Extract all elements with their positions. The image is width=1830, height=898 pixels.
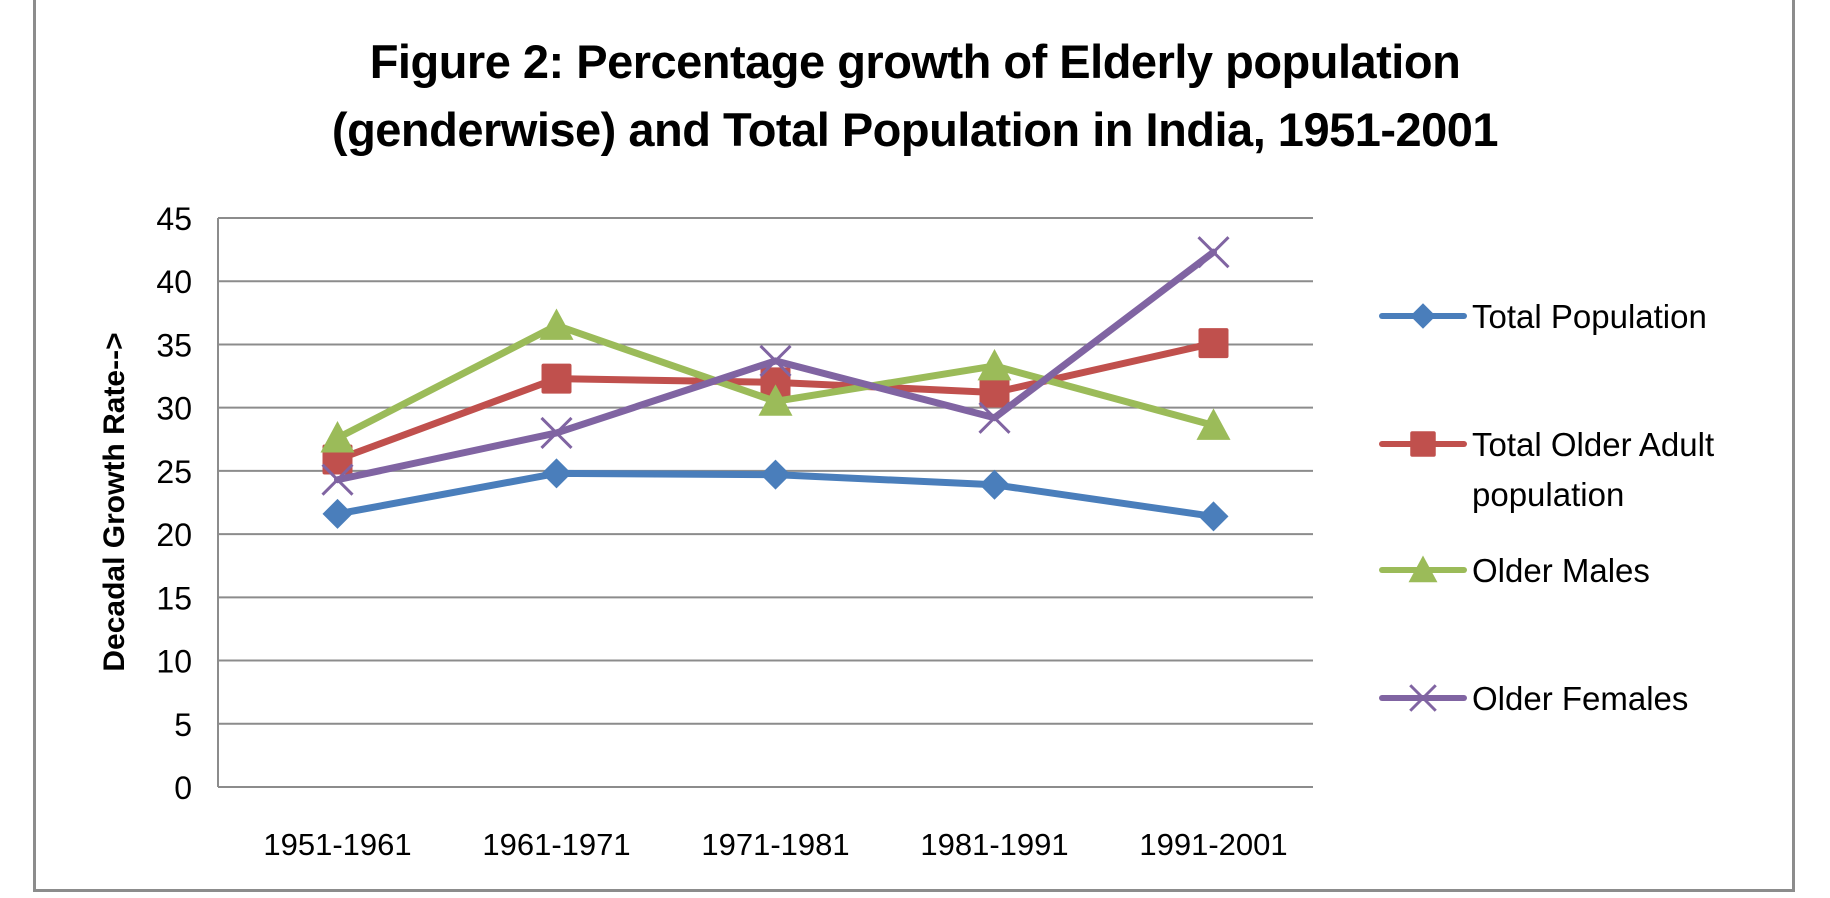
x-marker-stroke: [321, 463, 354, 496]
triangle-marker: [977, 348, 1012, 381]
y-tick-label: 25: [156, 454, 192, 490]
y-tick-label: 5: [174, 707, 192, 743]
legend-item: Total Older Adult population: [1378, 420, 1792, 520]
x-marker: [978, 401, 1011, 434]
x-marker: [1197, 236, 1230, 269]
x-marker-stroke: [1197, 236, 1230, 269]
series-total-population: [322, 458, 1229, 532]
diamond-marker: [541, 458, 572, 489]
x-marker-stroke: [540, 416, 573, 450]
legend-label: Total Population: [1472, 298, 1707, 335]
legend-label: Older Males: [1472, 552, 1650, 589]
series-older-males: [320, 308, 1231, 453]
y-tick-label: 40: [156, 264, 192, 300]
triangle-marker: [758, 384, 793, 416]
x-tick-label: 1951-1961: [263, 827, 411, 862]
diamond-marker: [322, 498, 353, 529]
x-marker: [321, 463, 354, 496]
diamond-marker: [1410, 303, 1436, 329]
legend-item: Older Males: [1378, 546, 1792, 596]
x-tick-label: 1981-1991: [920, 827, 1068, 862]
square-marker: [979, 377, 1010, 408]
x-marker: [1409, 684, 1437, 712]
x-marker-stroke: [1409, 684, 1437, 712]
legend-item: Older Females: [1378, 674, 1792, 724]
triangle-marker: [1196, 408, 1231, 440]
x-legend-icon: [1379, 684, 1467, 712]
x-marker-stroke: [759, 344, 792, 377]
square-marker: [541, 363, 572, 394]
y-axis-ticks: 0 5 10 15 20 25 30 35 40 45: [156, 201, 192, 806]
x-marker: [540, 416, 573, 450]
diamond-marker: [1198, 501, 1229, 532]
chart-title-line-2: (genderwise) and Total Population in Ind…: [331, 103, 1499, 156]
y-tick-label: 45: [156, 201, 192, 237]
legend-item: Total Population: [1378, 292, 1792, 342]
legend-label: Total Older Adult population: [1472, 426, 1715, 513]
x-tick-label: 1961-1971: [482, 827, 630, 862]
series-older-females: [321, 236, 1230, 496]
y-tick-label: 35: [156, 327, 192, 363]
square-marker: [1410, 431, 1436, 457]
triangle-marker: [320, 421, 355, 453]
y-tick-label: 20: [156, 517, 192, 553]
diamond-marker: [979, 469, 1010, 500]
x-axis-ticks: 1951-1961 1961-1971 1971-1981 1981-1991 1991…: [263, 827, 1287, 862]
diamond-marker: [760, 459, 791, 490]
x-marker: [759, 344, 792, 377]
series-line: [334, 248, 1217, 484]
y-tick-label: 30: [156, 391, 192, 427]
y-tick-label: 15: [156, 580, 192, 616]
triangle-marker: [539, 308, 574, 340]
chart-title-line-1: Figure 2: Percentage growth of Elderly p…: [369, 35, 1461, 88]
legend-label: Older Females: [1472, 680, 1689, 717]
square-marker: [760, 367, 791, 398]
square-marker: [1198, 328, 1229, 359]
x-tick-label: 1991-2001: [1139, 827, 1287, 862]
y-tick-label: 10: [156, 644, 192, 680]
x-marker-stroke: [978, 401, 1011, 434]
diamond-legend-icon: [1379, 303, 1467, 329]
triangle-legend-icon: [1379, 555, 1467, 583]
triangle-marker: [1408, 555, 1438, 583]
square-legend-icon: [1379, 431, 1467, 457]
x-tick-label: 1971-1981: [701, 827, 849, 862]
y-tick-label: 0: [174, 770, 192, 806]
series-group: [320, 236, 1231, 532]
chart-title: Figure 2: Percentage growth of Elderly p…: [0, 28, 1830, 164]
